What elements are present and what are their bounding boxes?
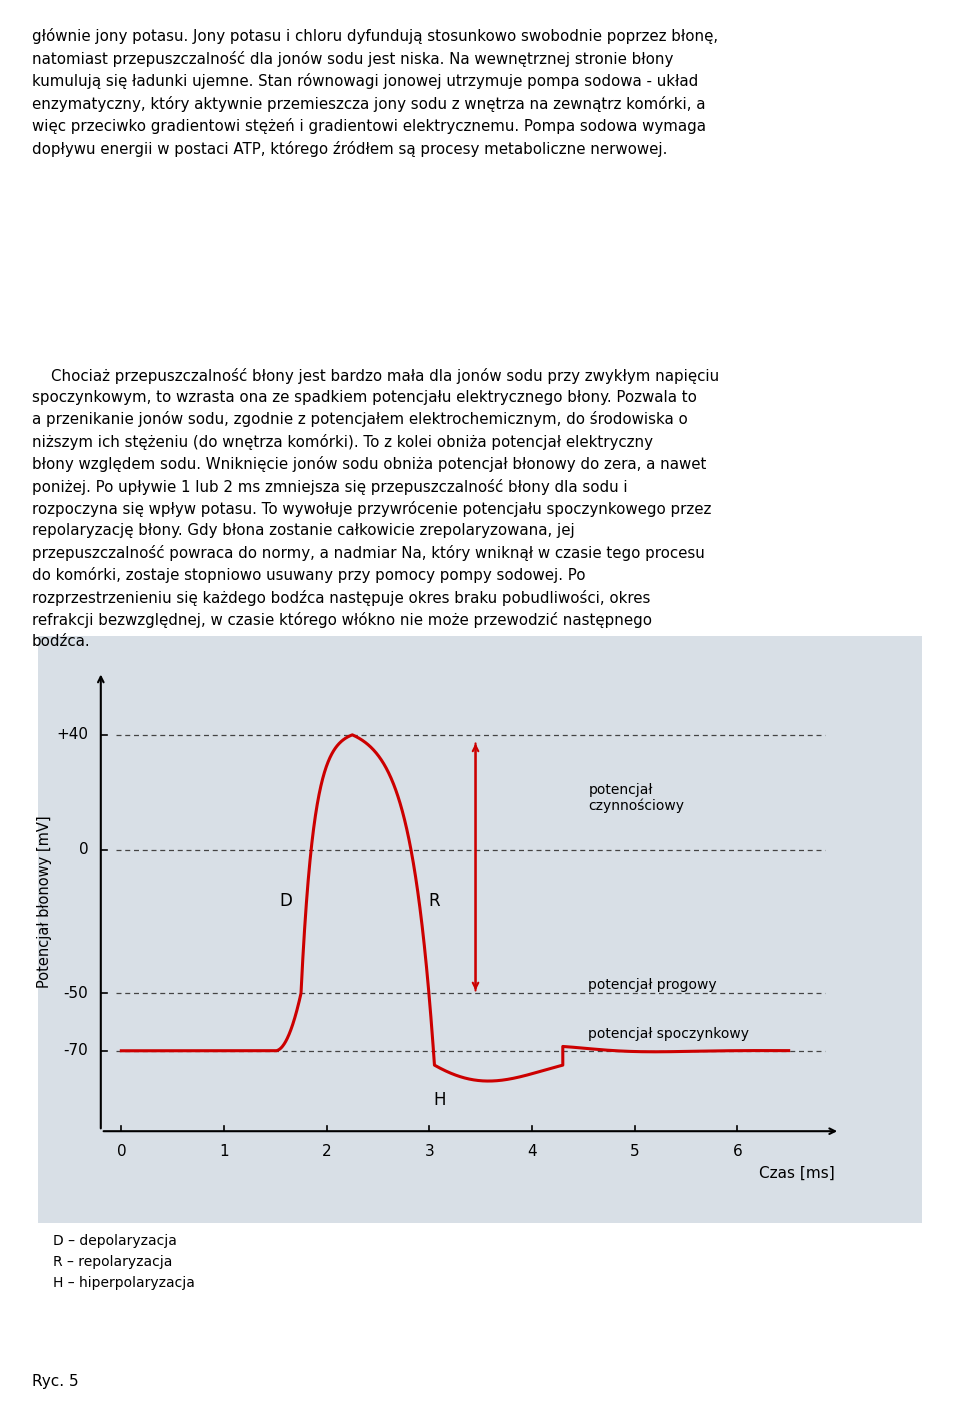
Text: R: R [429,892,441,911]
Text: 1: 1 [219,1144,228,1159]
Text: Chociaż przepuszczalność błony jest bardzo mała dla jonów sodu przy zwykłym napi: Chociaż przepuszczalność błony jest bard… [32,368,719,649]
Text: potencjał spoczynkowy: potencjał spoczynkowy [588,1027,750,1041]
Text: 3: 3 [424,1144,434,1159]
Text: 2: 2 [322,1144,331,1159]
Text: -50: -50 [63,986,88,1001]
Text: D – depolaryzacja
R – repolaryzacja
H – hiperpolaryzacja: D – depolaryzacja R – repolaryzacja H – … [53,1234,195,1290]
Text: Potencjał błonowy [mV]: Potencjał błonowy [mV] [36,814,52,988]
Text: potencjał
czynnościowy: potencjał czynnościowy [588,782,684,813]
Text: +40: +40 [57,727,88,742]
Text: 0: 0 [116,1144,126,1159]
Text: H: H [433,1090,445,1109]
Text: Czas [ms]: Czas [ms] [759,1165,835,1181]
Text: potencjał progowy: potencjał progowy [588,977,717,991]
Text: głównie jony potasu. Jony potasu i chloru dyfundują stosunkowo swobodnie poprzez: głównie jony potasu. Jony potasu i chlor… [32,28,718,157]
Text: D: D [279,892,292,911]
Text: 5: 5 [630,1144,639,1159]
Text: 0: 0 [79,843,88,857]
Text: 4: 4 [527,1144,537,1159]
Text: Ryc. 5: Ryc. 5 [32,1373,79,1389]
Text: -70: -70 [63,1044,88,1058]
Text: 6: 6 [732,1144,742,1159]
